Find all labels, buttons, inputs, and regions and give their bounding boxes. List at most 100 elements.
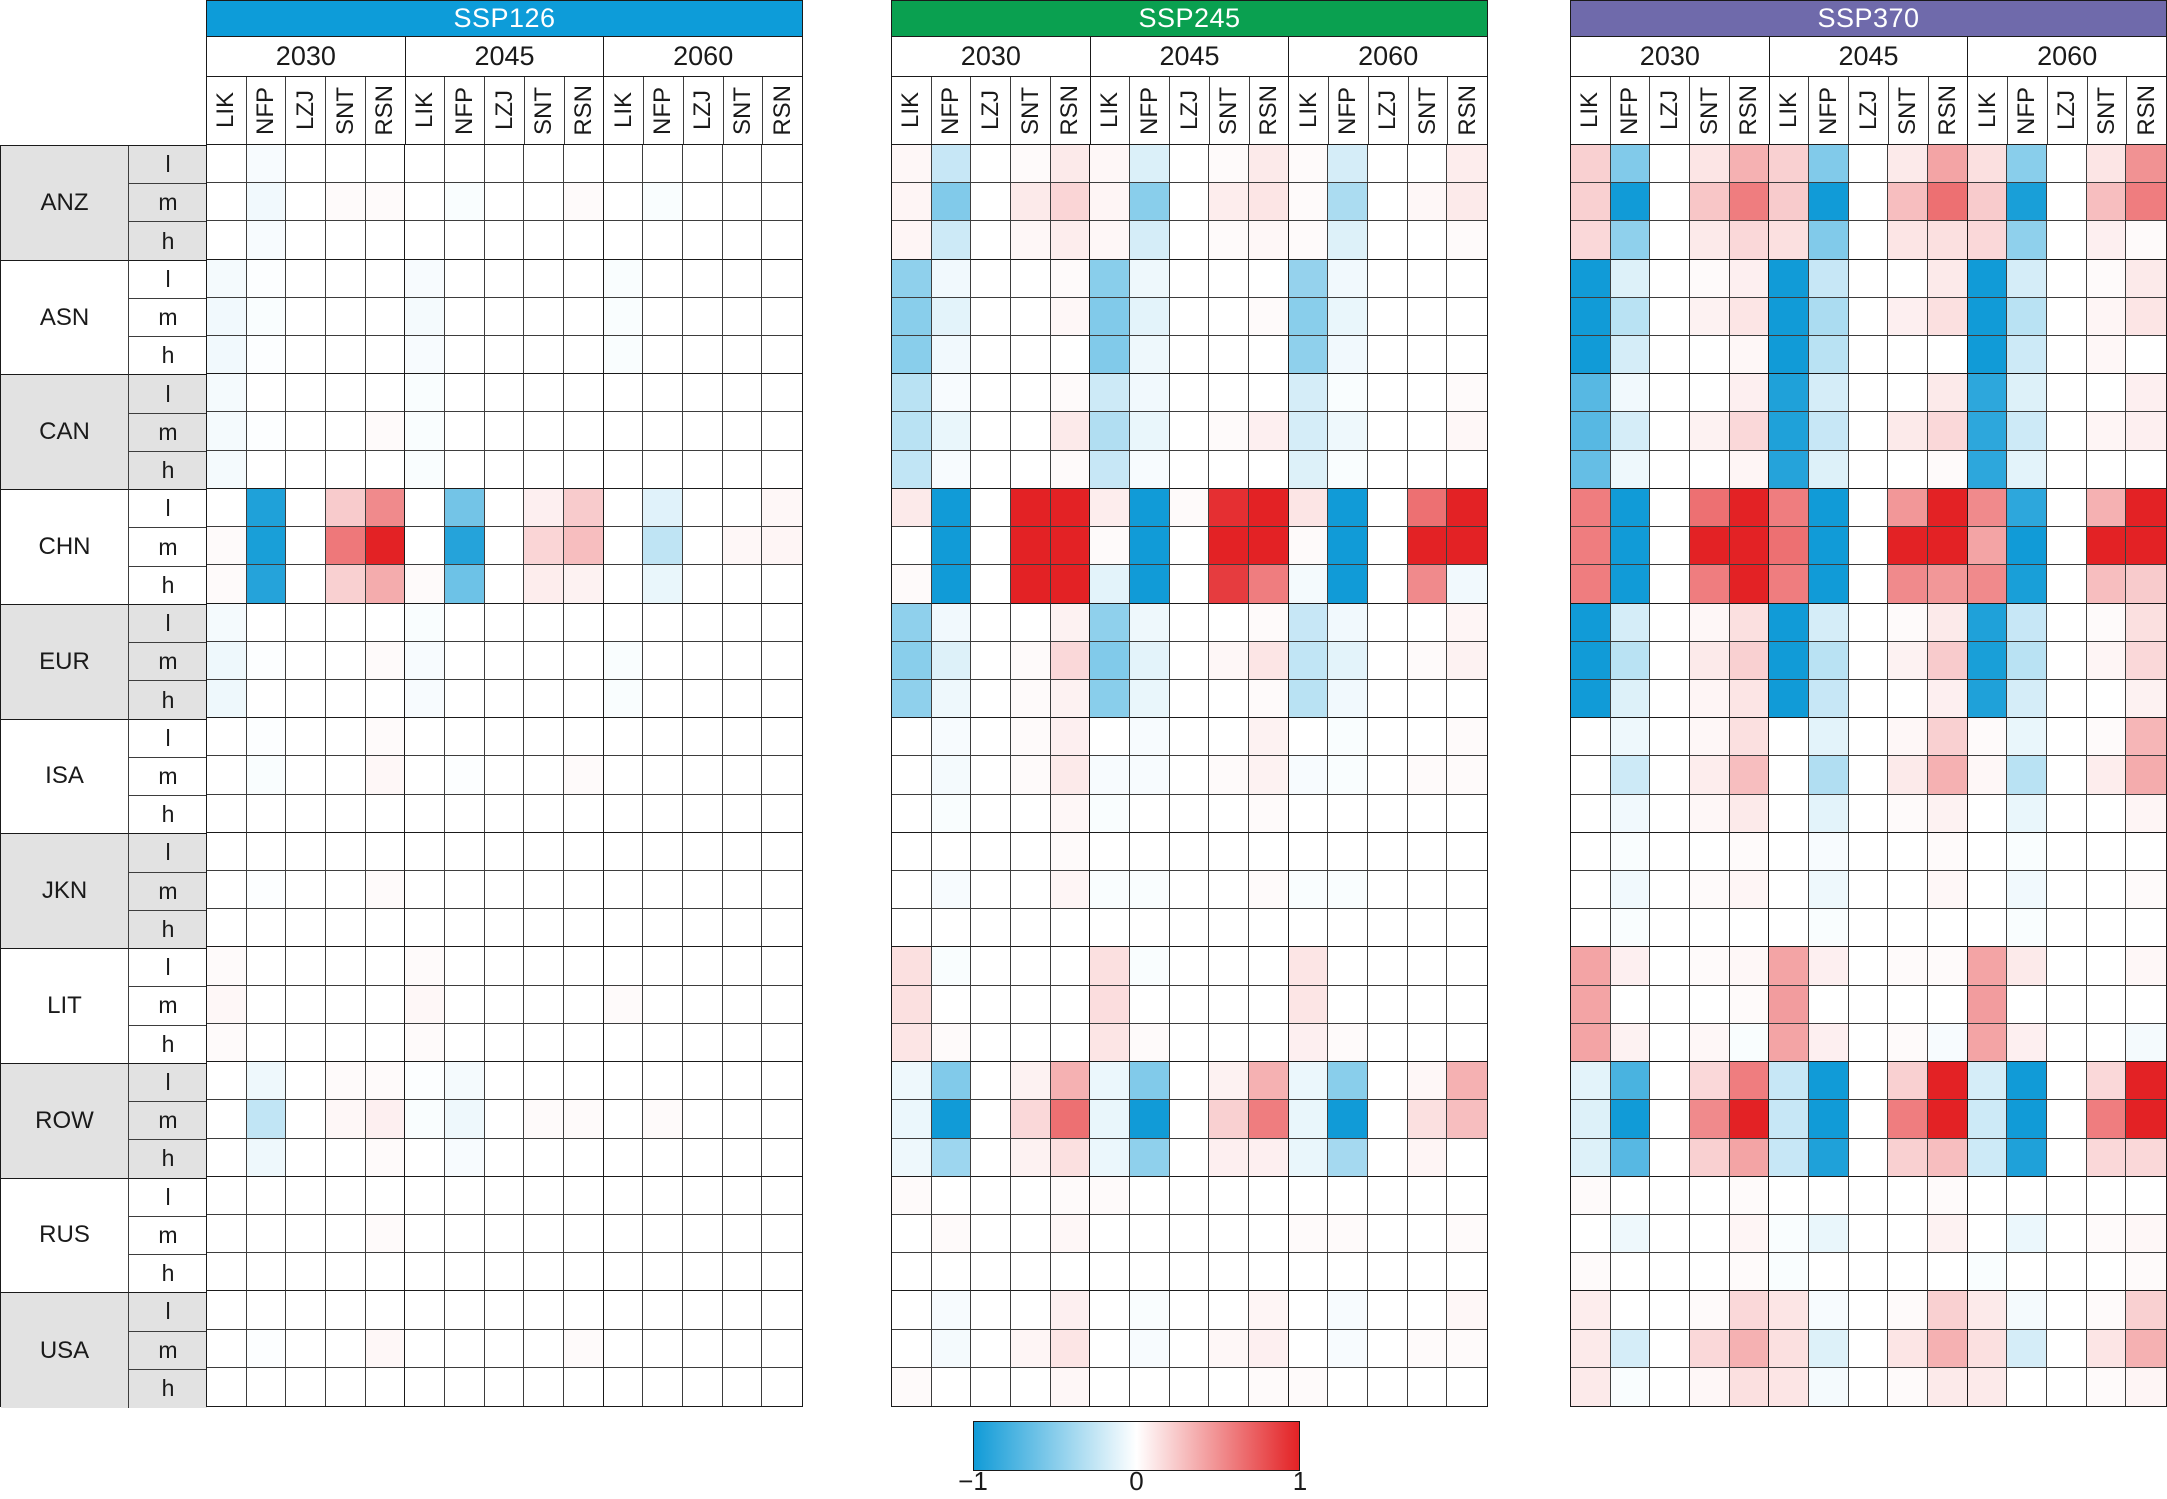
heatmap-cell	[1967, 565, 2008, 604]
heatmap-cell	[445, 1291, 485, 1330]
heatmap-cell	[564, 603, 604, 642]
heatmap-cell	[1288, 871, 1329, 910]
heatmap-cell	[2126, 1329, 2166, 1368]
heatmap-cell	[564, 336, 604, 375]
heatmap-cell	[1209, 756, 1249, 795]
heatmap-cell	[2086, 1329, 2127, 1368]
heatmap-cell	[1209, 947, 1249, 986]
heatmap-cell	[722, 641, 763, 680]
heatmap-cell	[1809, 641, 1849, 680]
heatmap-cell	[892, 909, 932, 948]
heatmap-cell	[1967, 1100, 2008, 1139]
heatmap-cell	[1769, 145, 1809, 184]
heatmap-cell	[1368, 297, 1408, 337]
heatmap-cell	[1888, 336, 1928, 375]
heatmap-cell	[1249, 527, 1289, 566]
heatmap-cell	[1650, 450, 1690, 489]
heatmap-cell	[1407, 832, 1448, 872]
heatmap-cell	[524, 183, 564, 222]
heatmap-cell	[1130, 603, 1170, 642]
heatmap-cell	[365, 1176, 406, 1215]
heatmap-cell	[643, 1291, 683, 1330]
heatmap-cell	[603, 412, 644, 451]
indicator-label: NFP	[445, 77, 486, 144]
heatmap-cell	[1050, 145, 1091, 184]
heatmap-cell	[1328, 947, 1368, 986]
heatmap-cell	[1888, 1023, 1928, 1063]
heatmap-cell	[1729, 1138, 1770, 1177]
heatmap-cell	[2126, 871, 2166, 910]
heatmap-cell	[326, 1023, 366, 1063]
heatmap-cell	[762, 145, 802, 184]
heatmap-cell	[2007, 1100, 2047, 1139]
heatmap-cell	[643, 565, 683, 604]
heatmap-cell	[524, 336, 564, 375]
heatmap-cell	[1729, 679, 1770, 719]
heatmap-cell	[2126, 1291, 2166, 1330]
year-label: 2060	[2037, 41, 2098, 71]
heatmap-cell	[2086, 488, 2127, 528]
heatmap-cell	[286, 985, 326, 1024]
heatmap-cell	[365, 909, 406, 948]
heatmap-cell	[2086, 1253, 2127, 1292]
indicator-label-text: LIK	[1775, 92, 1803, 129]
heatmap-cell	[1848, 1176, 1889, 1215]
heatmap-cell	[1848, 832, 1889, 872]
heatmap-cell	[1690, 183, 1730, 222]
heatmap-cell	[931, 336, 972, 375]
heatmap-cell	[722, 985, 763, 1024]
heatmap-cell	[1011, 1176, 1051, 1215]
heatmap-cell	[326, 450, 366, 489]
level-label: h	[129, 1025, 207, 1064]
heatmap-cell	[1610, 1329, 1651, 1368]
heatmap-cell	[1809, 1138, 1849, 1177]
heatmap-cell	[564, 1062, 604, 1101]
heatmap-cell	[564, 374, 604, 413]
heatmap-cell	[643, 871, 683, 910]
heatmap-cell	[1967, 221, 2008, 260]
indicator-header-row: LIK NFP LZJ SNT RSN LIK NFP LZJ SNT RSN LIK NFP LZJ S…	[891, 77, 1488, 145]
heatmap-cell	[405, 1023, 445, 1063]
heatmap-cell	[286, 603, 326, 642]
heatmap-cell	[1610, 1062, 1651, 1101]
heatmap-cell	[603, 450, 644, 489]
heatmap-cell	[1328, 1062, 1368, 1101]
heatmap-cell	[1769, 756, 1809, 795]
heatmap-cell	[1288, 909, 1329, 948]
heatmap-cell	[643, 221, 683, 260]
heatmap-cell	[1090, 1176, 1130, 1215]
level-label: m	[129, 1331, 207, 1370]
indicator-label-text: SNT	[1413, 86, 1441, 135]
heatmap-cell	[1447, 336, 1487, 375]
heatmap-cell	[405, 336, 445, 375]
heatmap-cell	[892, 756, 932, 795]
heatmap-cell	[524, 565, 564, 604]
region-label: LIT	[1, 949, 129, 1064]
heatmap-cell	[722, 1367, 763, 1406]
heatmap-cell	[2047, 145, 2087, 184]
heatmap-cell	[1130, 679, 1170, 719]
heatmap-cell	[246, 527, 287, 566]
heatmap-cell	[246, 1023, 287, 1063]
heatmap-cell	[1011, 1367, 1051, 1406]
heatmap-cell	[931, 832, 972, 872]
heatmap-cell	[207, 1329, 247, 1368]
heatmap-cell	[1090, 1367, 1130, 1406]
heatmap-cell	[971, 679, 1011, 719]
heatmap-cell	[405, 985, 445, 1024]
heatmap-cell	[326, 1176, 366, 1215]
heatmap-cell	[762, 871, 802, 910]
heatmap-cell	[1928, 718, 1968, 757]
heatmap-cell	[892, 450, 932, 489]
heatmap-cell	[603, 565, 644, 604]
heatmap-cell	[1328, 1291, 1368, 1330]
heatmap-cell	[286, 565, 326, 604]
panel-title: SSP245	[891, 0, 1488, 37]
heatmap-cell	[1447, 1062, 1487, 1101]
heatmap-cell	[892, 1062, 932, 1101]
heatmap-cell	[931, 985, 972, 1024]
heatmap-cell	[1249, 756, 1289, 795]
heatmap-cell	[326, 718, 366, 757]
heatmap-cell	[1610, 718, 1651, 757]
indicator-header-row: LIK NFP LZJ SNT RSN LIK NFP LZJ SNT RSN LIK NFP LZJ S…	[1570, 77, 2167, 145]
